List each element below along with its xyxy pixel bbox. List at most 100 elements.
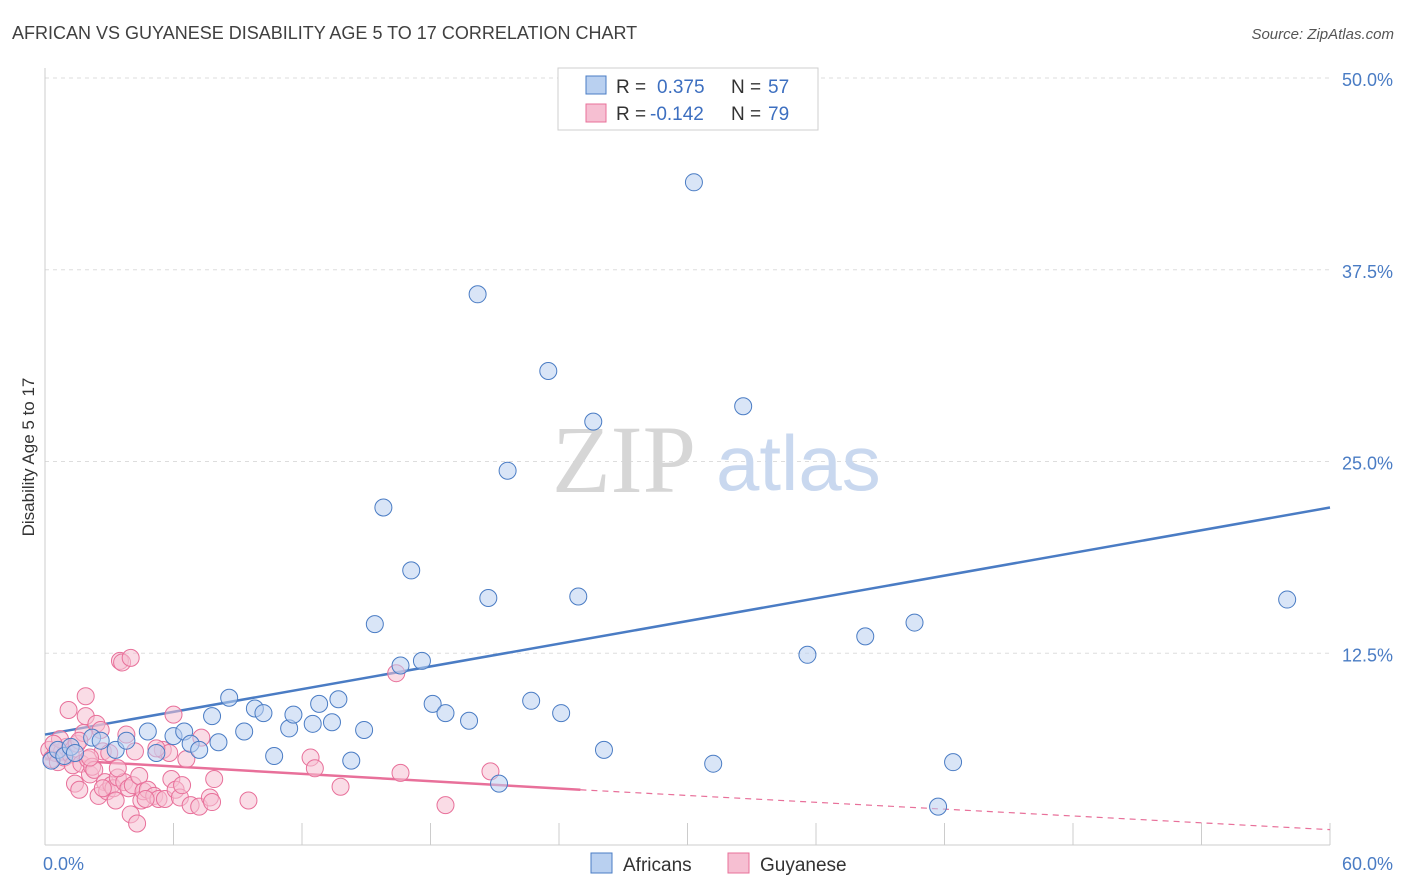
x-tick-labels: 0.0% 60.0% [43, 854, 1393, 874]
africans-point-4 [65, 743, 84, 762]
guyanese-point-66 [391, 763, 410, 782]
bottom-legend-swatch-guyanese [727, 852, 750, 874]
africans-point-51 [798, 645, 817, 664]
africans-point-27 [329, 690, 348, 709]
africans-point-8 [117, 731, 136, 750]
legend: R = 0.375 N = 57 R = -0.142 N = 79 [557, 67, 819, 131]
bottom-legend-label-guyanese: Guyanese [760, 855, 847, 876]
legend-n-value-africans: 57 [768, 77, 789, 98]
africans-point-28 [342, 751, 361, 770]
africans-point-17 [220, 688, 239, 707]
guyanese-point-76 [173, 776, 192, 795]
bottom-legend: Africans Guyanese [590, 852, 847, 876]
africans-point-16 [209, 733, 228, 752]
africans-point-9 [138, 722, 157, 741]
africans-point-30 [365, 615, 384, 634]
africans-point-21 [265, 747, 284, 766]
africans-point-46 [584, 412, 603, 431]
x-tick-label-max: 60.0% [1342, 854, 1393, 874]
africans-point-14 [190, 740, 209, 759]
guyanese-point-12 [70, 780, 89, 799]
africans-point-24 [303, 714, 322, 733]
africans-point-53 [905, 613, 924, 632]
africans-point-32 [391, 656, 410, 675]
guyanese-point-74 [136, 789, 155, 808]
africans-point-36 [436, 704, 455, 723]
guyanese-point-67 [436, 796, 455, 815]
bottom-legend-swatch-africans [590, 852, 613, 874]
legend-swatch-africans [585, 75, 607, 95]
legend-r-value-guyanese: -0.142 [650, 104, 704, 125]
y-tick-labels: 12.5% 25.0% 37.5% 50.0% [1342, 70, 1393, 665]
guyanese-point-60 [205, 770, 224, 789]
trend-line-guyanese-extrapolated [580, 789, 1331, 831]
africans-point-26 [322, 713, 341, 732]
africans-point-6 [91, 731, 110, 750]
africans-point-35 [423, 694, 442, 713]
africans-point-20 [254, 704, 273, 723]
axes [44, 68, 1331, 846]
bottom-legend-label-africans: Africans [623, 855, 692, 876]
trend-lines [44, 506, 1331, 831]
africans-point-42 [522, 691, 541, 710]
watermark-zip: ZIP [552, 406, 696, 513]
africans-point-45 [569, 587, 588, 606]
africans-point-25 [310, 694, 329, 713]
africans-point-33 [402, 561, 421, 580]
legend-r-value-africans: 0.375 [657, 77, 705, 98]
guyanese-point-71 [80, 748, 99, 767]
africans-point-43 [539, 361, 558, 380]
africans-point-56 [1278, 590, 1297, 609]
africans-point-39 [479, 589, 498, 608]
africans-point-41 [498, 461, 517, 480]
guyanese-point-59 [203, 793, 222, 812]
guyanese-point-61 [239, 791, 258, 810]
africans-point-52 [856, 627, 875, 646]
africans-point-55 [944, 753, 963, 772]
watermark-atlas: atlas [716, 419, 881, 507]
africans-point-54 [929, 797, 948, 816]
guyanese-point-7 [59, 701, 78, 720]
y-tick-label-0: 12.5% [1342, 645, 1393, 665]
legend-r-label-guyanese: R = [616, 104, 646, 125]
africans-point-44 [552, 704, 571, 723]
legend-r-label-africans: R = [616, 77, 646, 98]
africans-point-10 [147, 743, 166, 762]
guyanese-point-16 [76, 687, 95, 706]
chart-source: Source: ZipAtlas.com [1251, 26, 1394, 43]
grid-lines [45, 77, 1330, 654]
africans-point-49 [704, 754, 723, 773]
africans-point-50 [734, 397, 753, 416]
guyanese-point-72 [93, 779, 112, 798]
africans-point-48 [684, 173, 703, 192]
y-tick-label-1: 25.0% [1342, 454, 1393, 474]
y-tick-label-2: 37.5% [1342, 262, 1393, 282]
guyanese-point-68 [481, 762, 500, 781]
legend-n-label-africans: N = [731, 77, 761, 98]
y-axis-label: Disability Age 5 to 17 [19, 378, 38, 537]
africans-point-31 [374, 498, 393, 517]
guyanese-point-52 [164, 705, 183, 724]
africans-point-15 [203, 707, 222, 726]
trend-line-africans [44, 506, 1331, 736]
legend-n-label-guyanese: N = [731, 104, 761, 125]
guyanese-point-30 [106, 791, 125, 810]
africans-point-29 [355, 720, 374, 739]
watermark: ZIP atlas [552, 406, 881, 513]
africans-point-37 [460, 711, 479, 730]
guyanese-point-64 [331, 777, 350, 796]
x-tick-label-min: 0.0% [43, 854, 84, 874]
guyanese-point-63 [305, 759, 324, 778]
series-africans [42, 173, 1297, 816]
africans-point-34 [412, 651, 431, 670]
y-tick-label-3: 50.0% [1342, 70, 1393, 90]
guyanese-point-73 [108, 759, 127, 778]
legend-n-value-guyanese: 79 [768, 104, 789, 125]
africans-point-18 [235, 722, 254, 741]
guyanese-point-41 [128, 814, 147, 833]
africans-point-38 [468, 285, 487, 304]
africans-point-47 [594, 740, 613, 759]
guyanese-point-37 [121, 648, 140, 667]
africans-point-40 [490, 774, 509, 793]
